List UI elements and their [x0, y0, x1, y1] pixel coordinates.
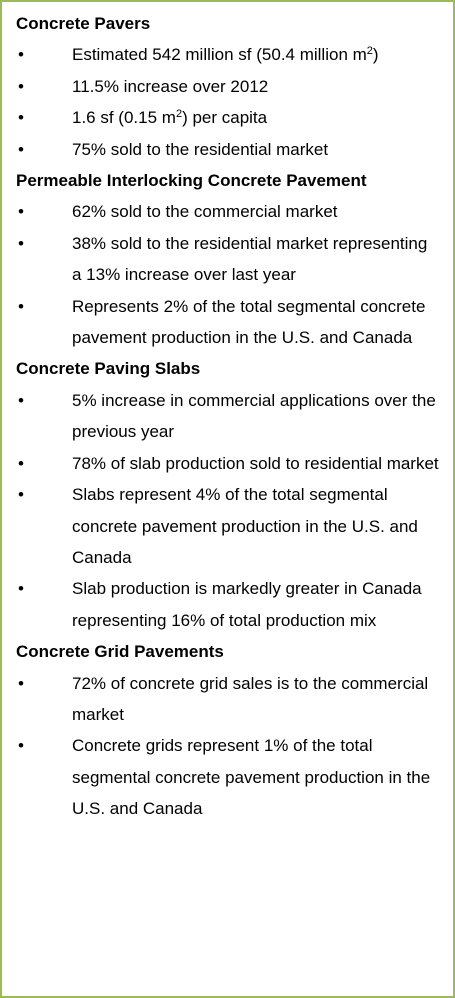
- bullet: •: [18, 390, 24, 410]
- bullet-text: Estimated 542 million sf (50.4 million m…: [72, 39, 440, 70]
- bullet: •: [18, 296, 24, 316]
- bullet-item: • 5% increase in commercial applications …: [16, 385, 447, 448]
- bullet-item: • 38% sold to the residential market repr…: [16, 228, 447, 291]
- bullet-item: • 62% sold to the commercial market: [16, 196, 447, 227]
- bullet-text: 11.5% increase over 2012: [72, 71, 440, 102]
- bullet-item: • Slab production is markedly greater in …: [16, 573, 447, 636]
- bullet: •: [18, 485, 24, 505]
- text-run: 1.6 sf (0.15 m: [72, 108, 176, 128]
- bullet-item: • 72% of concrete grid sales is to the co…: [16, 668, 447, 731]
- text-run: 38% sold to the residential market repre…: [72, 233, 428, 285]
- bullet: •: [18, 233, 24, 253]
- bullet-text: Slab production is markedly greater in C…: [72, 573, 440, 636]
- bullet-item: • 11.5% increase over 2012: [16, 71, 447, 102]
- bullet-text: 72% of concrete grid sales is to the com…: [72, 668, 440, 731]
- bullet-item: • Concrete grids represent 1% of the tota…: [16, 730, 447, 824]
- text-run: Estimated 542 million sf (50.4 million m: [72, 45, 367, 65]
- text-run: Represents 2% of the total segmental con…: [72, 296, 426, 348]
- bullet: •: [18, 202, 24, 222]
- bullet: •: [18, 736, 24, 756]
- bullet-text: 5% increase in commercial applications o…: [72, 385, 440, 448]
- bullet-item: • Slabs represent 4% of the total segment…: [16, 479, 447, 573]
- bullet-text: 38% sold to the residential market repre…: [72, 228, 440, 291]
- bullet: •: [18, 45, 24, 65]
- bullet-item: • Estimated 542 million sf (50.4 million …: [16, 39, 447, 70]
- bullet-item: • 1.6 sf (0.15 m2) per capita: [16, 102, 447, 133]
- superscript: 2: [175, 108, 183, 121]
- text-run: 78% of slab production sold to residenti…: [72, 453, 439, 473]
- section-heading: Permeable Interlocking Concrete Pavement: [16, 171, 367, 191]
- bullet-text: Slabs represent 4% of the total segmenta…: [72, 479, 440, 573]
- text-run: ) per capita: [182, 108, 268, 128]
- text-run: 75% sold to the residential market: [72, 139, 329, 159]
- bullet-text: Represents 2% of the total segmental con…: [72, 291, 440, 354]
- bullet-item: • 75% sold to the residential market: [16, 134, 447, 165]
- bullet: •: [18, 139, 24, 159]
- bullet: •: [18, 453, 24, 473]
- bullet: •: [18, 76, 24, 96]
- text-run: Slabs represent 4% of the total segmenta…: [72, 485, 418, 567]
- bullet-text: Concrete grids represent 1% of the total…: [72, 730, 440, 824]
- superscript: 2: [366, 45, 373, 58]
- bullet-text: 62% sold to the commercial market: [72, 196, 440, 227]
- text-run: Slab production is markedly greater in C…: [72, 579, 422, 630]
- bullet-item: • Represents 2% of the total segmental co…: [16, 291, 447, 354]
- text-run: Concrete grids represent 1% of the total…: [72, 736, 431, 819]
- bullet: •: [18, 108, 24, 128]
- section-heading: Concrete Paving Slabs: [16, 359, 201, 379]
- bullet-text: 78% of slab production sold to residenti…: [72, 448, 440, 479]
- text-run: 62% sold to the commercial market: [72, 202, 338, 222]
- section-heading: Concrete Pavers: [16, 14, 151, 33]
- bullet-text: 1.6 sf (0.15 m2) per capita: [72, 102, 440, 133]
- bullet-text: 75% sold to the residential market: [72, 134, 440, 165]
- text-run: 5% increase in commercial applications o…: [72, 390, 436, 442]
- text-run: 72% of concrete grid sales is to the com…: [72, 673, 429, 724]
- text-run: 11.5% increase over 2012: [72, 76, 269, 96]
- bullet-item: • 78% of slab production sold to resident…: [16, 448, 447, 479]
- bullet: •: [18, 579, 24, 599]
- section-heading: Concrete Grid Pavements: [16, 642, 224, 662]
- text-run: ): [372, 45, 379, 65]
- bullet: •: [18, 673, 24, 693]
